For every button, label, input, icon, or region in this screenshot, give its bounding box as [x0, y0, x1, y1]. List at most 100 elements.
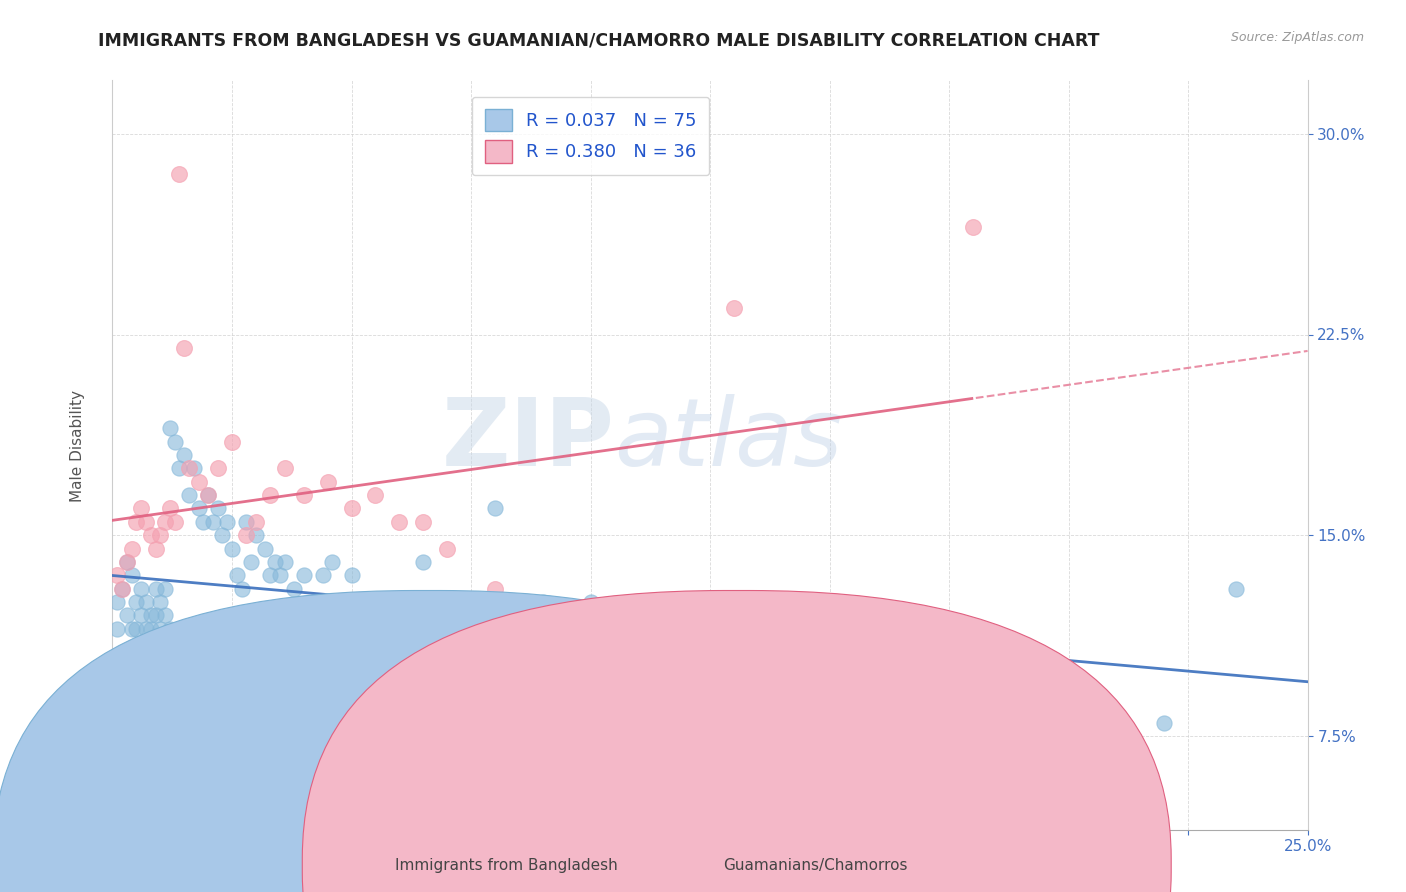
- Point: [111, 582, 134, 596]
- Legend: R = 0.037   N = 75, R = 0.380   N = 36: R = 0.037 N = 75, R = 0.380 N = 36: [472, 97, 709, 175]
- Point: [121, 541, 143, 556]
- Point: [273, 555, 295, 569]
- Point: [125, 622, 148, 636]
- Point: [129, 608, 152, 623]
- Text: ZIP: ZIP: [441, 394, 614, 486]
- Point: [364, 488, 387, 502]
- Point: [221, 541, 243, 556]
- Point: [207, 501, 229, 516]
- Point: [177, 488, 200, 502]
- Point: [231, 582, 253, 596]
- Point: [139, 608, 162, 623]
- Point: [245, 528, 267, 542]
- Point: [145, 541, 167, 556]
- Point: [135, 622, 157, 636]
- Point: [187, 501, 209, 516]
- Point: [484, 582, 506, 596]
- Point: [579, 595, 602, 609]
- Point: [484, 501, 506, 516]
- Point: [105, 622, 128, 636]
- Point: [153, 608, 176, 623]
- Point: [149, 528, 172, 542]
- Point: [125, 729, 148, 743]
- Point: [197, 488, 219, 502]
- Point: [866, 715, 889, 730]
- Point: [129, 501, 152, 516]
- Point: [1153, 715, 1175, 730]
- Point: [217, 515, 239, 529]
- Point: [145, 582, 167, 596]
- Point: [135, 515, 157, 529]
- Point: [627, 608, 650, 623]
- Point: [187, 475, 209, 489]
- Point: [115, 608, 138, 623]
- Point: [193, 515, 215, 529]
- Point: [259, 488, 281, 502]
- Point: [723, 301, 745, 315]
- Point: [115, 675, 138, 690]
- Point: [135, 595, 157, 609]
- Point: [211, 528, 233, 542]
- Point: [412, 515, 434, 529]
- Point: [153, 582, 176, 596]
- Point: [201, 515, 224, 529]
- Point: [770, 622, 793, 636]
- Text: atlas: atlas: [614, 394, 842, 485]
- Point: [125, 595, 148, 609]
- Point: [105, 595, 128, 609]
- Text: Immigrants from Bangladesh: Immigrants from Bangladesh: [395, 858, 617, 872]
- Text: IMMIGRANTS FROM BANGLADESH VS GUAMANIAN/CHAMORRO MALE DISABILITY CORRELATION CHA: IMMIGRANTS FROM BANGLADESH VS GUAMANIAN/…: [98, 31, 1099, 49]
- Point: [962, 220, 984, 235]
- Point: [197, 488, 219, 502]
- Point: [436, 608, 458, 623]
- Point: [129, 582, 152, 596]
- Point: [207, 461, 229, 475]
- Point: [173, 341, 195, 355]
- Point: [139, 528, 162, 542]
- Point: [135, 769, 157, 783]
- Point: [173, 448, 195, 462]
- Point: [340, 568, 363, 582]
- Point: [129, 756, 152, 770]
- Point: [149, 622, 172, 636]
- Point: [169, 167, 191, 181]
- Point: [115, 555, 138, 569]
- Point: [111, 582, 134, 596]
- Point: [254, 541, 277, 556]
- Point: [125, 515, 148, 529]
- Point: [723, 622, 745, 636]
- Point: [340, 501, 363, 516]
- Point: [225, 568, 247, 582]
- Point: [177, 461, 200, 475]
- Point: [240, 555, 263, 569]
- Point: [183, 461, 205, 475]
- Point: [145, 608, 167, 623]
- Point: [292, 568, 315, 582]
- Point: [235, 515, 257, 529]
- Point: [269, 568, 291, 582]
- Point: [121, 568, 143, 582]
- Point: [169, 461, 191, 475]
- Point: [283, 582, 305, 596]
- Point: [149, 595, 172, 609]
- Point: [235, 528, 257, 542]
- Point: [292, 488, 315, 502]
- Point: [962, 702, 984, 716]
- Point: [1057, 729, 1080, 743]
- Point: [153, 515, 176, 529]
- Point: [1225, 582, 1247, 596]
- Point: [914, 689, 936, 703]
- Point: [111, 662, 134, 676]
- Point: [159, 622, 181, 636]
- Point: [115, 555, 138, 569]
- Point: [163, 434, 186, 449]
- Point: [264, 555, 287, 569]
- Point: [105, 568, 128, 582]
- Point: [159, 421, 181, 435]
- Point: [627, 608, 650, 623]
- Point: [221, 434, 243, 449]
- Point: [121, 702, 143, 716]
- Text: Source: ZipAtlas.com: Source: ZipAtlas.com: [1230, 31, 1364, 45]
- Point: [364, 595, 387, 609]
- Point: [259, 568, 281, 582]
